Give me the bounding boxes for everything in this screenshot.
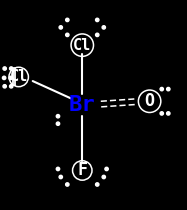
Circle shape — [102, 175, 105, 179]
Circle shape — [96, 183, 99, 186]
Circle shape — [10, 67, 13, 70]
Circle shape — [66, 183, 69, 186]
Circle shape — [56, 122, 60, 125]
Text: Br: Br — [69, 95, 96, 115]
Circle shape — [160, 112, 163, 115]
Circle shape — [66, 33, 69, 37]
Circle shape — [105, 167, 108, 171]
Circle shape — [167, 87, 170, 91]
Text: Cl: Cl — [10, 70, 28, 84]
Circle shape — [3, 67, 6, 70]
Circle shape — [9, 76, 12, 80]
Circle shape — [59, 175, 62, 179]
Circle shape — [3, 85, 6, 88]
Text: Cl: Cl — [73, 38, 91, 53]
Circle shape — [10, 85, 13, 88]
Circle shape — [167, 112, 170, 115]
Circle shape — [56, 114, 60, 118]
Text: F: F — [77, 161, 87, 180]
Circle shape — [160, 87, 163, 91]
Circle shape — [96, 33, 99, 37]
Circle shape — [2, 76, 6, 80]
Circle shape — [66, 18, 69, 22]
Circle shape — [96, 18, 99, 22]
Circle shape — [102, 26, 105, 29]
Circle shape — [56, 167, 60, 171]
Circle shape — [59, 26, 62, 29]
Text: O: O — [145, 92, 155, 110]
